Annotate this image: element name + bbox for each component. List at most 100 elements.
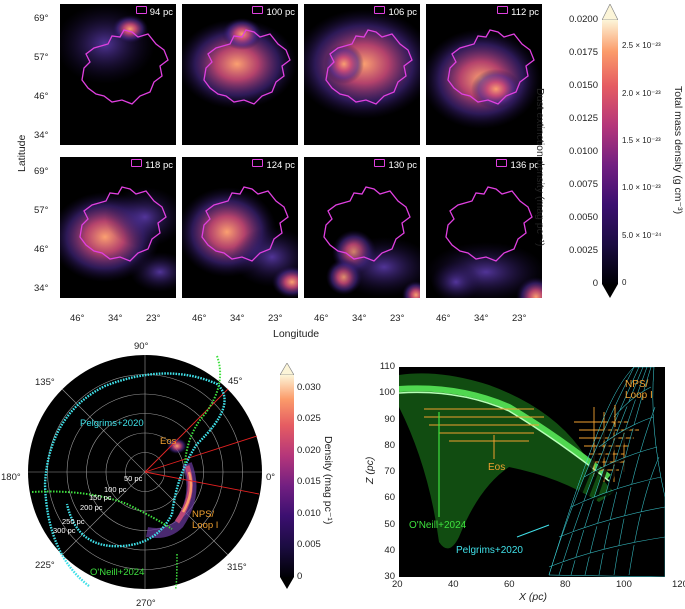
distance-label: 106 pc <box>374 6 417 18</box>
oneill-shell <box>31 490 173 530</box>
lon-tick: 34° <box>474 313 489 324</box>
lon-tick: 34° <box>352 313 367 324</box>
distance-label: 130 pc <box>374 159 417 171</box>
density-slice-panel: 94 pc <box>60 4 176 145</box>
polar-colorbar-tick: 0.030 <box>297 381 321 393</box>
xz-y-tick: 100 <box>379 387 395 399</box>
colorbar-right-tick: 1.0 × 10⁻²³ <box>622 183 661 193</box>
polar-angle-180: 180° <box>1 472 21 483</box>
lon-tick: 46° <box>314 313 329 324</box>
distance-label: 124 pc <box>252 159 295 171</box>
lon-tick: 34° <box>108 313 123 324</box>
polar-colorbar-tick: 0.020 <box>297 444 321 456</box>
lat-tick: 69° <box>34 166 49 177</box>
polar-radius-label: 150 pc <box>89 493 112 502</box>
polar-radius-label: 300 pc <box>53 526 76 535</box>
polar-radius-label: 250 pc <box>62 517 85 526</box>
density-slice-panel: 130 pc <box>304 157 420 298</box>
colorbar-left-tick: 0.0150 <box>568 80 598 91</box>
density-slice-panel: 118 pc <box>60 157 176 298</box>
xz-eos-label: Eos <box>488 462 506 473</box>
polar-colorbar-tick: 0.010 <box>297 507 321 519</box>
lat-tick: 69° <box>34 13 49 24</box>
xz-pelgrims-label: Pelgrims+2020 <box>456 545 523 556</box>
colorbar-right-tick: 5.0 × 10⁻²⁴ <box>622 230 662 240</box>
xz-x-tick: 100 <box>616 579 632 590</box>
polar-plot <box>28 355 262 590</box>
dust-extinction-label: Dust extinction density (mag pc⁻¹) <box>534 88 546 247</box>
eos-density <box>167 438 187 454</box>
xz-oneill-label: O'Neill+2024 <box>409 520 467 531</box>
xz-y-tick: 110 <box>379 361 395 372</box>
xz-x-tick: 80 <box>560 579 571 590</box>
colorbar-left-tick: 0 <box>592 278 598 289</box>
colorbar-right-tick: 0 <box>622 278 627 287</box>
polar-angle-225: 225° <box>35 560 55 571</box>
lon-tick: 23° <box>146 313 161 324</box>
lat-tick: 34° <box>34 130 49 141</box>
lon-tick: 23° <box>512 313 527 324</box>
polar-radius-label: 200 pc <box>80 503 103 512</box>
distance-label: 112 pc <box>497 6 539 18</box>
lat-tick: 57° <box>34 205 49 216</box>
polar-angle-0: 0° <box>266 472 276 483</box>
polar-pelgrims-label: Pelgrims+2020 <box>80 418 144 429</box>
colorbar-left-tick: 0.0050 <box>568 212 598 223</box>
pelgrims-mesh <box>548 367 665 577</box>
polar-colorbar-tick: 0.025 <box>297 413 321 425</box>
lon-tick: 46° <box>70 313 85 324</box>
lon-tick: 46° <box>436 313 451 324</box>
xz-y-tick: 50 <box>384 518 395 530</box>
colorbar-right-tick: 1.5 × 10⁻²³ <box>622 136 661 146</box>
density-slice-panel: 112 pc <box>426 4 542 145</box>
lon-tick: 34° <box>230 313 245 324</box>
polar-colorbar-label: Density (mag pc⁻¹) <box>322 436 334 525</box>
density-slice-panel: 106 pc <box>304 4 420 145</box>
polar-colorbar-bar <box>280 363 294 589</box>
polar-angle-45: 45° <box>228 376 243 387</box>
top-colorbar-bar <box>602 4 618 298</box>
polar-oneill-label: O'Neill+2024 <box>90 567 145 578</box>
distance-label: 118 pc <box>131 159 173 171</box>
lon-tick: 46° <box>192 313 207 324</box>
distance-label: 94 pc <box>135 6 173 18</box>
colorbar-right-tick: 2.0 × 10⁻²³ <box>622 88 661 98</box>
xz-y-tick: 70 <box>384 466 395 477</box>
xz-y-axis-title: Z (pc) <box>364 456 376 484</box>
xz-y-tick: 80 <box>384 439 395 451</box>
colorbar-left-tick: 0.0200 <box>568 14 598 25</box>
latitude-axis-title: Latitude <box>16 134 28 172</box>
polar-angle-90: 90° <box>134 341 149 352</box>
xz-y-tick: 30 <box>384 571 395 582</box>
polar-angle-270: 270° <box>136 598 156 609</box>
colorbar-left-tick: 0.0100 <box>568 146 598 157</box>
lon-tick: 23° <box>268 313 283 324</box>
colorbar-right-tick: 2.5 × 10⁻²³ <box>622 41 661 51</box>
lat-tick: 57° <box>34 52 49 63</box>
xz-y-tick: 90 <box>384 413 395 425</box>
polar-radius-label: 50 pc <box>124 474 143 483</box>
distance-label: 136 pc <box>496 159 539 171</box>
polar-colorbar-tick: 0.005 <box>297 539 321 551</box>
xz-nps-label: NPS/ Loop I <box>625 379 653 401</box>
xz-x-tick: 40 <box>448 579 459 590</box>
density-slice-panel: 136 pc <box>426 157 542 298</box>
xz-x-tick: 120 <box>672 579 685 590</box>
polar-angle-135: 135° <box>35 377 55 388</box>
polar-nps-label: NPS/ Loop I <box>192 509 219 531</box>
colorbar-left-tick: 0.0025 <box>568 245 598 256</box>
distance-label: 100 pc <box>252 6 295 18</box>
density-slice-panel: 100 pc <box>182 4 298 145</box>
xz-y-tick: 40 <box>384 544 395 556</box>
polar-angle-315: 315° <box>227 562 247 573</box>
density-slice-panel: 124 pc <box>182 157 298 298</box>
polar-eos-label: Eos <box>160 436 177 447</box>
total-mass-label: Total mass density (g cm⁻³) <box>672 86 684 215</box>
polar-radius-label: 100 pc <box>104 485 127 494</box>
lon-tick: 23° <box>390 313 405 324</box>
longitude-axis-title: Longitude <box>273 328 320 340</box>
polar-colorbar-tick: 0 <box>297 571 303 582</box>
colorbar-left-tick: 0.0125 <box>568 113 598 124</box>
xz-y-tick: 60 <box>384 492 395 504</box>
xz-x-tick: 60 <box>504 579 515 590</box>
